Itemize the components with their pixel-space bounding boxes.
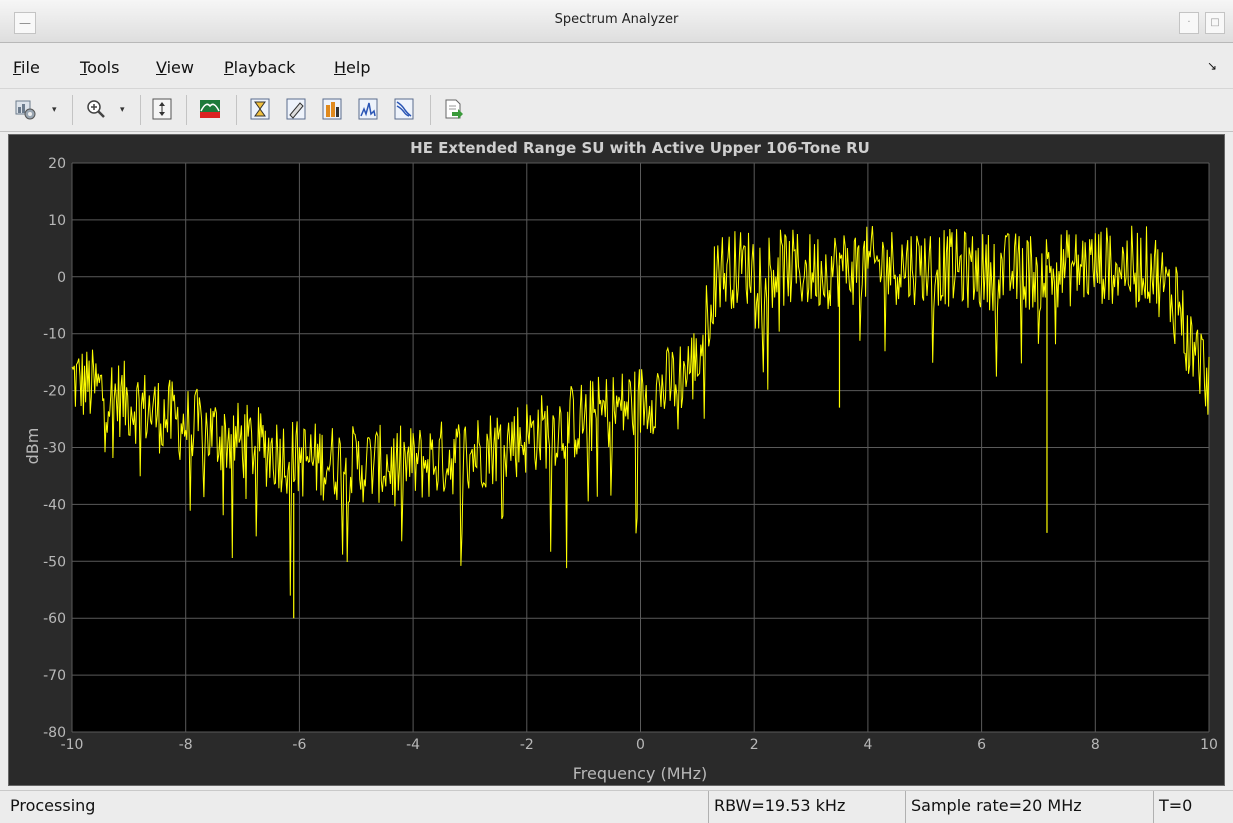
cursor-measurements-icon[interactable]	[248, 97, 272, 121]
menu-playback[interactable]: Playback	[224, 58, 296, 77]
y-tick-label: -50	[43, 554, 66, 570]
status-time: T=0	[1153, 791, 1213, 823]
x-tick-label: -2	[520, 737, 534, 753]
status-sample-rate: Sample rate=20 MHz	[905, 791, 1153, 823]
ccdf-measurements-icon[interactable]	[392, 97, 416, 121]
y-tick-label: -40	[43, 497, 66, 513]
x-axis-label: Frequency (MHz)	[573, 764, 707, 783]
y-tick-label: -70	[43, 668, 66, 684]
x-tick-label: -10	[61, 737, 84, 753]
y-tick-label: -80	[43, 725, 66, 741]
spectrum-trace	[71, 225, 1210, 596]
y-tick-label: 20	[48, 156, 66, 172]
menu-tools[interactable]: Tools	[80, 58, 120, 77]
chart-title: HE Extended Range SU with Active Upper 1…	[410, 139, 870, 157]
x-tick-label: 10	[1200, 737, 1218, 753]
minimize-button[interactable]: ·	[1179, 12, 1199, 34]
zoom-in-icon[interactable]	[84, 97, 108, 121]
y-tick-label: -60	[43, 611, 66, 627]
title-bar: — Spectrum Analyzer · □	[0, 0, 1233, 43]
menu-bar: File Tools View Playback Help	[0, 50, 1233, 84]
y-axis-label: dBm	[23, 428, 42, 465]
scale-axes-icon[interactable]	[150, 97, 174, 121]
zoom-dropdown-icon[interactable]: ▾	[120, 105, 125, 115]
maximize-button[interactable]: □	[1205, 12, 1225, 34]
y-tick-label: -20	[43, 384, 66, 400]
x-tick-label: 0	[636, 737, 645, 753]
y-tick-label: -30	[43, 441, 66, 457]
menu-view[interactable]: View	[156, 58, 194, 77]
settings-dropdown-icon[interactable]: ▾	[52, 105, 57, 115]
x-tick-label: 8	[1091, 737, 1100, 753]
peak-finder-icon[interactable]	[356, 97, 380, 121]
x-tick-label: -8	[179, 737, 193, 753]
x-tick-label: 2	[750, 737, 759, 753]
y-tick-label: 0	[57, 270, 66, 286]
toolbar-separator	[186, 95, 187, 125]
spectrum-chart[interactable]: -10 -8 -6 -4 -2 0 2 4 6 8 1020100-10-20-30-40-50-6…	[8, 134, 1225, 786]
channel-measurements-icon[interactable]	[284, 97, 308, 121]
toolbar-separator	[236, 95, 237, 125]
export-icon[interactable]	[442, 97, 466, 121]
status-rbw: RBW=19.53 kHz	[708, 791, 905, 823]
status-processing: Processing	[10, 796, 96, 815]
window-title: Spectrum Analyzer	[554, 12, 679, 27]
window-menu-button[interactable]: —	[14, 12, 36, 34]
menu-help[interactable]: Help	[334, 58, 371, 77]
x-tick-label: -6	[292, 737, 306, 753]
status-bar: Processing RBW=19.53 kHz Sample rate=20 …	[0, 790, 1233, 823]
x-tick-label: 4	[863, 737, 872, 753]
undock-icon[interactable]: ↘	[1206, 59, 1217, 73]
x-tick-label: 6	[977, 737, 986, 753]
toolbar: ▾ ▾	[0, 88, 1233, 132]
toolbar-separator	[72, 95, 73, 125]
spectrum-settings-icon[interactable]	[198, 97, 222, 121]
menu-file[interactable]: File	[13, 58, 40, 77]
settings-icon[interactable]	[14, 97, 38, 121]
y-tick-label: -10	[43, 327, 66, 343]
y-tick-label: 10	[48, 213, 66, 229]
toolbar-separator	[140, 95, 141, 125]
distortion-measurements-icon[interactable]	[320, 97, 344, 121]
x-tick-label: -4	[406, 737, 420, 753]
toolbar-separator	[430, 95, 431, 125]
